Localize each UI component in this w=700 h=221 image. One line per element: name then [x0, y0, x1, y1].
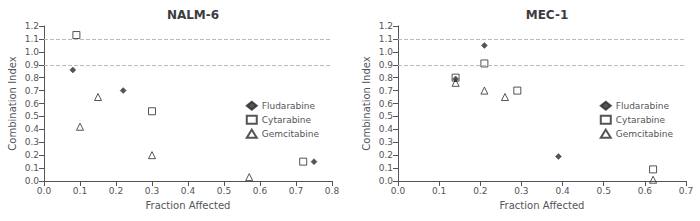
- svg-text:0.0: 0.0: [25, 176, 40, 186]
- svg-text:0.1: 0.1: [73, 186, 87, 196]
- svg-text:Combination Index: Combination Index: [361, 56, 372, 150]
- svg-text:0.2: 0.2: [379, 150, 393, 160]
- svg-text:0.1: 0.1: [25, 163, 39, 173]
- svg-text:1.0: 1.0: [379, 47, 394, 57]
- svg-text:0.7: 0.7: [289, 186, 303, 196]
- svg-text:0.0: 0.0: [391, 186, 406, 196]
- svg-text:0.4: 0.4: [181, 186, 196, 196]
- svg-text:Gemcitabine: Gemcitabine: [262, 129, 320, 139]
- svg-text:1.1: 1.1: [379, 34, 393, 44]
- svg-text:0.5: 0.5: [597, 186, 611, 196]
- svg-text:0.5: 0.5: [25, 111, 39, 121]
- svg-text:0.6: 0.6: [638, 186, 653, 196]
- svg-text:0.5: 0.5: [217, 186, 231, 196]
- svg-text:0.4: 0.4: [25, 124, 40, 134]
- svg-text:1.2: 1.2: [379, 21, 393, 31]
- svg-text:0.9: 0.9: [379, 60, 394, 70]
- svg-text:0.8: 0.8: [25, 73, 40, 83]
- svg-text:0.7: 0.7: [679, 186, 693, 196]
- svg-text:0.2: 0.2: [109, 186, 123, 196]
- svg-text:Gemcitabine: Gemcitabine: [616, 129, 674, 139]
- svg-text:0.2: 0.2: [25, 150, 39, 160]
- svg-text:0.9: 0.9: [25, 60, 40, 70]
- svg-text:0.7: 0.7: [25, 86, 39, 96]
- svg-text:0.1: 0.1: [379, 163, 393, 173]
- svg-text:0.5: 0.5: [379, 111, 393, 121]
- svg-text:0.3: 0.3: [145, 186, 159, 196]
- svg-text:0.7: 0.7: [379, 86, 393, 96]
- svg-text:0.6: 0.6: [25, 99, 40, 109]
- svg-text:0.6: 0.6: [253, 186, 268, 196]
- svg-text:0.3: 0.3: [379, 137, 393, 147]
- svg-text:Fraction Affected: Fraction Affected: [500, 200, 585, 211]
- svg-text:Combination Index: Combination Index: [7, 56, 18, 150]
- svg-text:1.0: 1.0: [25, 47, 40, 57]
- svg-text:0.3: 0.3: [514, 186, 528, 196]
- svg-text:0.0: 0.0: [37, 186, 52, 196]
- svg-text:0.8: 0.8: [325, 186, 340, 196]
- svg-text:Fraction Affected: Fraction Affected: [146, 200, 231, 211]
- svg-text:Cytarabine: Cytarabine: [262, 115, 312, 125]
- svg-text:0.4: 0.4: [555, 186, 570, 196]
- svg-text:1.1: 1.1: [25, 34, 39, 44]
- svg-text:0.0: 0.0: [379, 176, 394, 186]
- svg-text:1.2: 1.2: [25, 21, 39, 31]
- svg-text:Cytarabine: Cytarabine: [616, 115, 666, 125]
- svg-text:0.4: 0.4: [379, 124, 394, 134]
- svg-text:0.1: 0.1: [432, 186, 446, 196]
- svg-text:0.2: 0.2: [473, 186, 487, 196]
- svg-text:Fludarabine: Fludarabine: [616, 101, 670, 111]
- svg-text:0.3: 0.3: [25, 137, 39, 147]
- svg-text:NALM-6: NALM-6: [167, 8, 219, 22]
- svg-text:MEC-1: MEC-1: [526, 8, 569, 22]
- svg-text:Fludarabine: Fludarabine: [262, 101, 316, 111]
- svg-text:0.8: 0.8: [379, 73, 394, 83]
- svg-text:0.6: 0.6: [379, 99, 394, 109]
